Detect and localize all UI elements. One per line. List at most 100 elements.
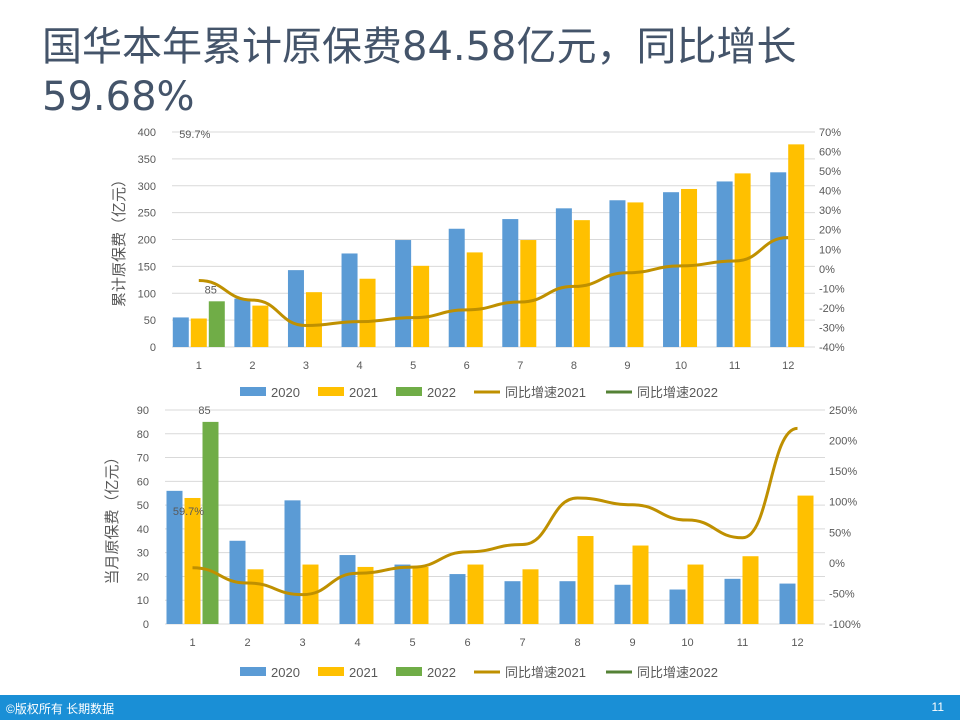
y-tick-label: 10 <box>137 595 149 607</box>
bar-2021 <box>520 240 537 347</box>
x-tick-label: 4 <box>356 360 362 372</box>
y2-tick-label: -30% <box>819 322 845 334</box>
bar-2020 <box>614 584 631 624</box>
bar-2021 <box>247 569 264 624</box>
bar-2020 <box>669 589 686 624</box>
bar-2020 <box>395 240 412 347</box>
x-tick-label: 8 <box>571 360 577 372</box>
y-tick-label: 40 <box>137 524 149 536</box>
x-tick-label: 7 <box>519 637 525 649</box>
data-label-2022-growth: 59.7% <box>173 506 204 518</box>
bar-2021 <box>687 564 704 624</box>
y-tick-label: 250 <box>138 208 156 220</box>
y-tick-label: 200 <box>138 235 156 247</box>
y-tick-label: 50 <box>137 500 149 512</box>
y-tick-label: 50 <box>144 315 156 327</box>
bar-2020 <box>284 500 301 624</box>
legend-swatch <box>396 667 422 676</box>
y2-tick-label: 100% <box>829 497 857 509</box>
legend-label: 同比增速2022 <box>637 385 718 400</box>
x-tick-label: 9 <box>624 360 630 372</box>
x-tick-label: 4 <box>354 637 360 649</box>
bar-2022 <box>208 301 225 347</box>
legend-label: 2021 <box>349 665 378 680</box>
legend-label: 2020 <box>271 665 300 680</box>
bar-2021 <box>522 569 539 624</box>
bar-2020 <box>234 298 251 347</box>
legend-label: 2022 <box>427 385 456 400</box>
y-axis-label-top: 累计原保费（亿元） <box>111 172 128 307</box>
y2-tick-label: 60% <box>819 147 841 159</box>
bar-2020 <box>555 208 572 347</box>
bar-2021 <box>466 252 483 347</box>
bar-2020 <box>779 583 796 624</box>
bar-2021 <box>577 536 594 624</box>
page-title: 国华本年累计原保费84.58亿元，同比增长59.68% <box>42 24 797 120</box>
y2-tick-label: 40% <box>819 186 841 198</box>
y2-tick-label: 50% <box>819 166 841 178</box>
bar-2021 <box>681 188 698 347</box>
y-tick-label: 0 <box>150 342 156 354</box>
legend-swatch <box>240 387 266 396</box>
y2-tick-label: -100% <box>829 619 861 631</box>
y-tick-label: 80 <box>137 429 149 441</box>
y-tick-label: 300 <box>138 181 156 193</box>
y2-tick-label: -20% <box>819 303 845 315</box>
bar-2020 <box>716 181 733 347</box>
legend-swatch <box>318 387 344 396</box>
data-label-2022-value: 85 <box>205 284 217 296</box>
bar-2021 <box>573 220 590 347</box>
x-tick-label: 3 <box>303 360 309 372</box>
y-tick-label: 60 <box>137 476 149 488</box>
y2-tick-label: -10% <box>819 283 845 295</box>
bar-2021 <box>252 305 269 347</box>
y2-tick-label: 0% <box>819 264 835 276</box>
legend-swatch <box>318 667 344 676</box>
bar-2020 <box>770 172 787 347</box>
legend-label: 2020 <box>271 385 300 400</box>
x-tick-label: 12 <box>791 637 803 649</box>
x-tick-label: 7 <box>517 360 523 372</box>
y-tick-label: 0 <box>143 619 149 631</box>
y-tick-label: 150 <box>138 261 156 273</box>
y2-tick-label: 30% <box>819 205 841 217</box>
copyright: ©版权所有 长期数据 <box>6 702 115 716</box>
x-tick-label: 6 <box>464 637 470 649</box>
bar-2021 <box>184 497 201 624</box>
legend-swatch <box>240 667 266 676</box>
bar-2021 <box>797 495 814 624</box>
bar-2021 <box>412 566 429 624</box>
bar-2020 <box>724 578 741 624</box>
y-tick-label: 350 <box>138 154 156 166</box>
legend-swatch <box>396 387 422 396</box>
legend-label: 2021 <box>349 385 378 400</box>
y-tick-label: 400 <box>138 127 156 139</box>
x-tick-label: 9 <box>629 637 635 649</box>
legend-label: 同比增速2022 <box>637 665 718 680</box>
bar-2020 <box>559 581 576 624</box>
x-tick-label: 8 <box>574 637 580 649</box>
y-tick-label: 20 <box>137 571 149 583</box>
bar-2021 <box>742 556 759 624</box>
bar-2020 <box>341 253 358 347</box>
x-tick-label: 12 <box>782 360 794 372</box>
y2-tick-label: 70% <box>819 127 841 139</box>
y2-tick-label: 250% <box>829 405 857 417</box>
y2-tick-label: -50% <box>829 588 855 600</box>
x-tick-label: 11 <box>729 360 740 372</box>
bar-2020 <box>502 219 519 347</box>
data-label-2022-value: 85 <box>198 405 210 417</box>
y2-tick-label: 20% <box>819 225 841 237</box>
bar-2021 <box>632 545 649 624</box>
bar-2020 <box>287 270 304 347</box>
x-tick-label: 5 <box>410 360 416 372</box>
footer-bar: ©版权所有 长期数据 11 <box>0 695 960 720</box>
y2-tick-label: 200% <box>829 436 857 448</box>
bar-2021 <box>190 318 207 347</box>
bar-2021 <box>357 566 374 624</box>
bar-2021 <box>359 278 376 347</box>
line-growth-2021 <box>198 236 789 328</box>
bar-2020 <box>504 581 521 624</box>
x-tick-label: 1 <box>189 637 195 649</box>
